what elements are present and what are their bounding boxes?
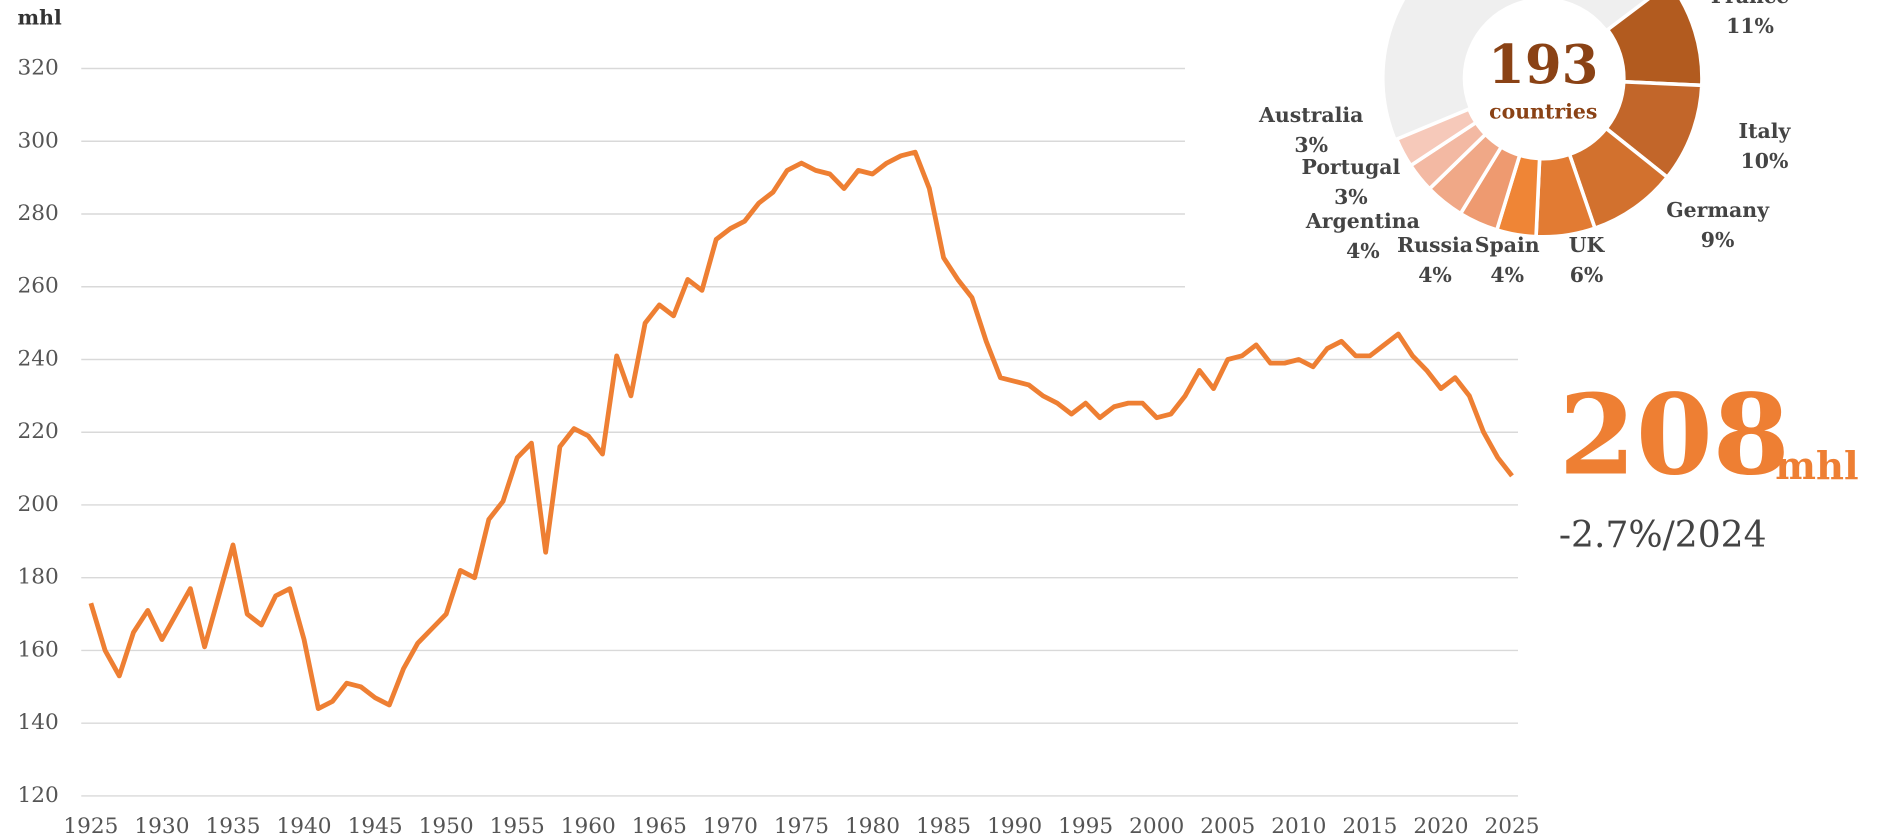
slice-label: Portugal (1302, 155, 1401, 179)
slice-label: UK (1569, 233, 1606, 257)
data-line (88, 149, 1514, 712)
x-tick-label: 1995 (1058, 814, 1113, 838)
slice-value-label: 3% (1294, 133, 1328, 157)
donut-slice (1394, 106, 1479, 169)
y-tick-label: 220 (18, 419, 59, 444)
slice-value-label: 4% (1490, 263, 1524, 287)
y-axis-unit: mhl (18, 6, 62, 30)
donut-chart: France 11% Italy 10% Germany 9% UK 6% Spain 4% Rus… (1258, 0, 1792, 287)
y-tick-label: 300 (18, 128, 59, 153)
y-tick-label: 240 (18, 346, 59, 371)
slice-value-label: 6% (1570, 263, 1604, 287)
x-tick-label: 1960 (561, 814, 616, 838)
y-tick-label: 200 (18, 492, 59, 517)
x-tick-label: 1940 (277, 814, 332, 838)
y-tick-label: 260 (18, 274, 59, 299)
slice-label: Spain (1475, 233, 1540, 257)
x-tick-label: 1950 (419, 814, 474, 838)
slice-label: Australia (1258, 103, 1363, 127)
y-tick-label: 160 (18, 637, 59, 662)
slice-label: Argentina (1305, 209, 1420, 233)
slice-value-label: 4% (1418, 263, 1452, 287)
slice-label: Italy (1739, 119, 1792, 143)
slice-value-label: 4% (1346, 239, 1380, 263)
x-tick-label: 1985 (916, 814, 971, 838)
slice-label: Russia (1397, 233, 1473, 257)
slice-label: Germany (1666, 198, 1770, 222)
x-tick-label: 1970 (703, 814, 758, 838)
x-tick-label: 1965 (632, 814, 687, 838)
line-chart: 120 140 160 180 200 220 240 260 280 300 320 1925 193… (18, 56, 1540, 838)
x-tick-label: 1935 (205, 814, 260, 838)
x-tick-label: 1990 (987, 814, 1042, 838)
slice-value-label: 9% (1701, 228, 1735, 252)
x-tick-label: 1925 (63, 814, 118, 838)
x-tick-label: 2000 (1129, 814, 1184, 838)
slice-label: France (1711, 0, 1789, 8)
y-tick-label: 140 (18, 710, 59, 735)
y-tick-label: 180 (18, 565, 59, 590)
x-tick-label: 1930 (134, 814, 189, 838)
x-tick-label: 2010 (1271, 814, 1326, 838)
donut-center-label: countries (1489, 100, 1597, 124)
x-tick-label: 1975 (774, 814, 829, 838)
x-tick-label: 2015 (1342, 814, 1397, 838)
slice-value-label: 11% (1726, 14, 1774, 38)
slice-value-label: 10% (1741, 149, 1789, 173)
y-tick-label: 120 (18, 783, 59, 808)
x-tick-label: 1955 (490, 814, 545, 838)
donut-center-value: 193 (1488, 34, 1598, 96)
x-tick-label: 1980 (845, 814, 900, 838)
y-tick-label: 280 (18, 201, 59, 226)
headline-change: -2.7%/2024 (1559, 514, 1767, 556)
slice-value-label: 3% (1334, 185, 1368, 209)
x-tick-label: 2020 (1413, 814, 1468, 838)
headline-unit: mhl (1775, 444, 1858, 489)
x-tick-label: 2005 (1200, 814, 1255, 838)
headline-value: 208 (1559, 371, 1790, 501)
x-tick-label: 1945 (348, 814, 403, 838)
x-tick-label: 2025 (1484, 814, 1539, 838)
y-tick-label: 320 (18, 56, 59, 81)
